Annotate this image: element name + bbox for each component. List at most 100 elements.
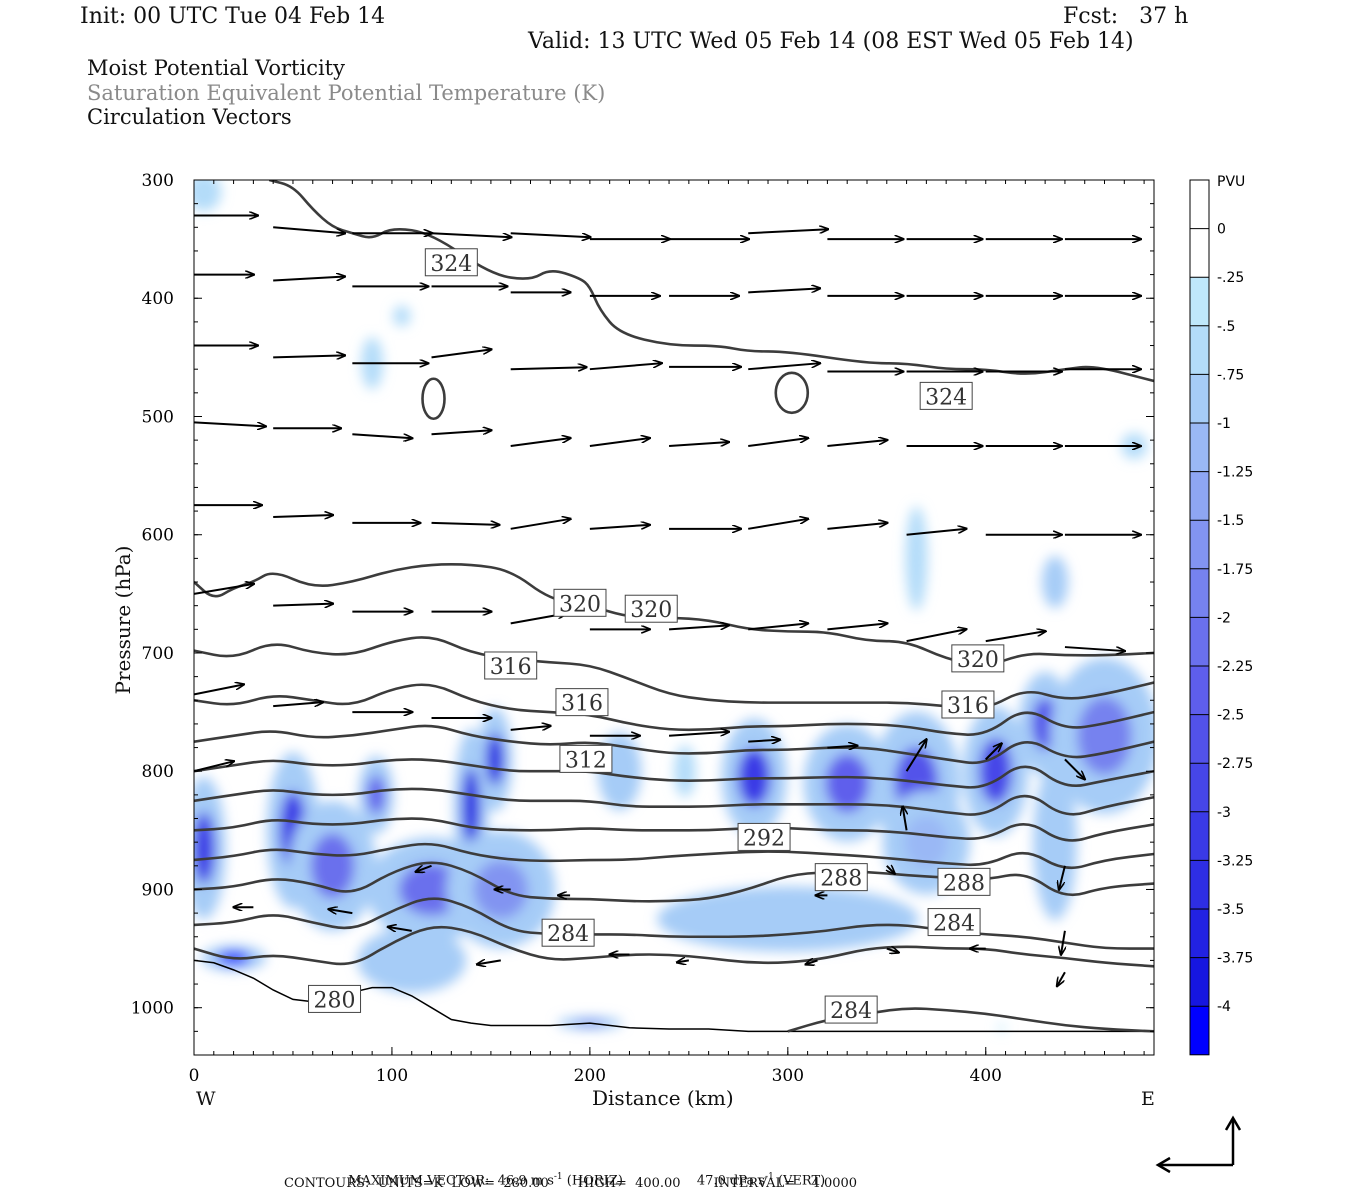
colorbar-label: -2.5 — [1217, 708, 1244, 724]
circulation-vector — [273, 515, 333, 517]
circulation-vector — [194, 584, 254, 595]
circulation-vector — [748, 740, 780, 742]
contour-label: 316 — [947, 694, 989, 719]
colorbar-label: -1.5 — [1217, 513, 1244, 529]
horiz-unit: (HORIZ) — [566, 1173, 623, 1189]
colorbar-swatch — [1190, 811, 1209, 861]
circulation-vector — [431, 523, 500, 525]
circulation-vector — [510, 367, 587, 369]
contour-label: 316 — [490, 655, 532, 680]
colorbar-swatch — [1190, 666, 1209, 715]
colorbar-swatch — [1190, 325, 1209, 375]
pv-shade-core — [367, 775, 385, 815]
colorbar-swatch — [1190, 228, 1209, 278]
colorbar-label: -2.25 — [1217, 659, 1253, 675]
contour-label-box — [951, 644, 1005, 673]
circulation-vector — [510, 438, 571, 448]
contour-label-box — [555, 688, 609, 717]
colorbar-title: PVU — [1217, 174, 1245, 190]
west-label: W — [196, 1088, 216, 1110]
circulation-vector — [352, 433, 412, 438]
circulation-vector — [194, 421, 266, 426]
y-axis-title: Pressure (hPa) — [111, 545, 135, 695]
terrain-line — [194, 959, 1154, 1033]
contour-label: 292 — [743, 826, 785, 851]
pv-shade-core — [195, 182, 213, 202]
pv-shade-core — [998, 1024, 1005, 1031]
circulation-vector — [1059, 865, 1066, 890]
colorbar-swatch — [1190, 520, 1209, 569]
max-vector-line: MAXIMUM VECTOR: 46.9 m s-1 (HORIZ) 47.0 d… — [340, 1157, 825, 1188]
pv-shade-core — [679, 758, 691, 785]
circulation-vector — [194, 684, 244, 696]
pv-shade-core — [310, 833, 355, 899]
colorbar-label: -.75 — [1217, 367, 1244, 383]
pv-shade-core — [397, 310, 407, 322]
circulation-vector — [1061, 930, 1065, 955]
colorbar-label: -2.75 — [1217, 756, 1253, 772]
colorbar-swatch — [1190, 957, 1209, 1007]
x-tick-label: 300 — [772, 1066, 804, 1086]
colorbar-swatch — [1190, 423, 1209, 472]
pv-shade-core — [194, 812, 215, 884]
circulation-vector — [905, 739, 927, 772]
init-time: Init: 00 UTC Tue 04 Feb 14 — [80, 4, 386, 29]
circulation-vector — [1064, 758, 1085, 779]
contour-label-box — [941, 690, 995, 719]
contour-label: 324 — [430, 252, 472, 277]
reference-vector — [1155, 1115, 1242, 1174]
circulation-vector — [985, 743, 1002, 761]
colorbar-swatch — [1190, 714, 1209, 764]
contour-label-box — [559, 744, 613, 773]
circulation-vector — [589, 438, 650, 448]
contour-label-box — [937, 867, 991, 896]
circulation-vector — [748, 229, 828, 235]
theta-e-contour-292 — [194, 842, 1154, 870]
contour-label-box — [737, 822, 791, 851]
contour-label-box — [927, 908, 981, 937]
circulation-vector — [273, 226, 345, 233]
circulation-vector — [668, 732, 729, 737]
circulation-vector — [668, 442, 729, 448]
colorbar-swatch — [1190, 1006, 1209, 1055]
circulation-vector — [677, 960, 690, 962]
circulation-vector — [886, 949, 899, 953]
pv-shade-core — [1048, 569, 1062, 596]
circulation-vector — [273, 702, 323, 708]
circulation-vector — [748, 288, 820, 294]
y-tick-label: 900 — [142, 880, 174, 900]
theta-e-contour-296 — [194, 817, 1154, 842]
horiz-exponent: -1 — [553, 1172, 563, 1182]
colorbar-label: -1.75 — [1217, 562, 1253, 578]
colorbar-label: -3.25 — [1217, 853, 1253, 869]
circulation-vector — [887, 866, 895, 874]
theta-e-closed-contour — [774, 371, 810, 415]
pv-shade-core — [486, 733, 504, 786]
colorbar-label: -.25 — [1217, 270, 1244, 286]
colorbar-label: -1 — [1217, 416, 1231, 432]
pv-shade-core — [737, 747, 771, 807]
circulation-vector — [748, 363, 820, 371]
contour-label-box — [814, 863, 868, 892]
contour-label-box — [919, 381, 973, 410]
colorbar-label: -3.75 — [1217, 951, 1253, 967]
valid-time: Valid: 13 UTC Wed 05 Feb 14 (08 EST Wed … — [528, 29, 1134, 54]
circulation-vector — [903, 806, 907, 831]
east-label: E — [1141, 1088, 1155, 1110]
circulation-vector — [273, 277, 345, 282]
circulation-vector — [1064, 646, 1125, 651]
circulation-vector — [985, 631, 1046, 643]
y-tick-label: 500 — [142, 407, 174, 427]
contour-label-box — [484, 651, 538, 680]
contour-label: 284 — [547, 922, 589, 947]
colorbar-swatch — [1190, 568, 1209, 618]
circulation-vector — [906, 529, 967, 536]
theta-e-contour-324 — [268, 180, 1154, 383]
contour-label: 288 — [820, 867, 862, 892]
circulation-vector — [416, 864, 432, 872]
pv-shade-core — [911, 532, 922, 585]
x-tick-label: 100 — [376, 1066, 408, 1086]
theta-e-contour-308 — [194, 724, 1154, 765]
circulation-vector — [431, 430, 492, 436]
pv-shade-core — [722, 902, 854, 936]
